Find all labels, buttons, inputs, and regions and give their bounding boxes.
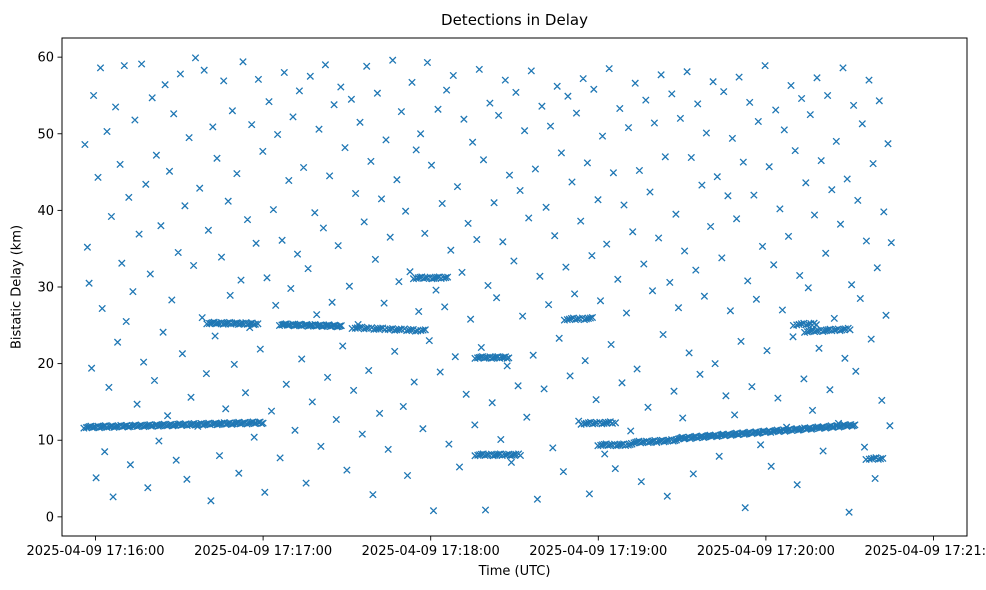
y-tick-label: 30 <box>37 281 54 296</box>
y-tick-label: 0 <box>46 510 54 525</box>
y-tick-label: 50 <box>37 127 54 142</box>
x-tick-label: 2025-04-09 17:18:00 <box>362 544 500 559</box>
x-tick-label: 2025-04-09 17:21:00 <box>864 544 986 559</box>
x-axis-ticks: 2025-04-09 17:16:00 2025-04-09 17:17:00 20… <box>26 536 986 559</box>
y-tick-label: 10 <box>37 434 54 449</box>
x-tick-label: 2025-04-09 17:20:00 <box>697 544 835 559</box>
plot-frame <box>61 37 968 537</box>
x-tick-label: 2025-04-09 17:17:00 <box>194 544 332 559</box>
y-tick-label: 60 <box>37 51 54 66</box>
y-tick-label: 40 <box>37 204 54 219</box>
y-tick-label: 20 <box>37 357 54 372</box>
x-tick-label: 2025-04-09 17:16:00 <box>26 544 164 559</box>
chart-title: Detections in Delay <box>441 11 588 29</box>
x-axis-label: Time (UTC) <box>478 564 551 579</box>
y-axis-ticks: 0 10 20 30 40 50 60 <box>37 51 62 525</box>
x-tick-label: 2025-04-09 17:19:00 <box>529 544 667 559</box>
y-axis-label: Bistatic Delay (km) <box>9 224 25 350</box>
scatter-markers <box>80 54 895 516</box>
